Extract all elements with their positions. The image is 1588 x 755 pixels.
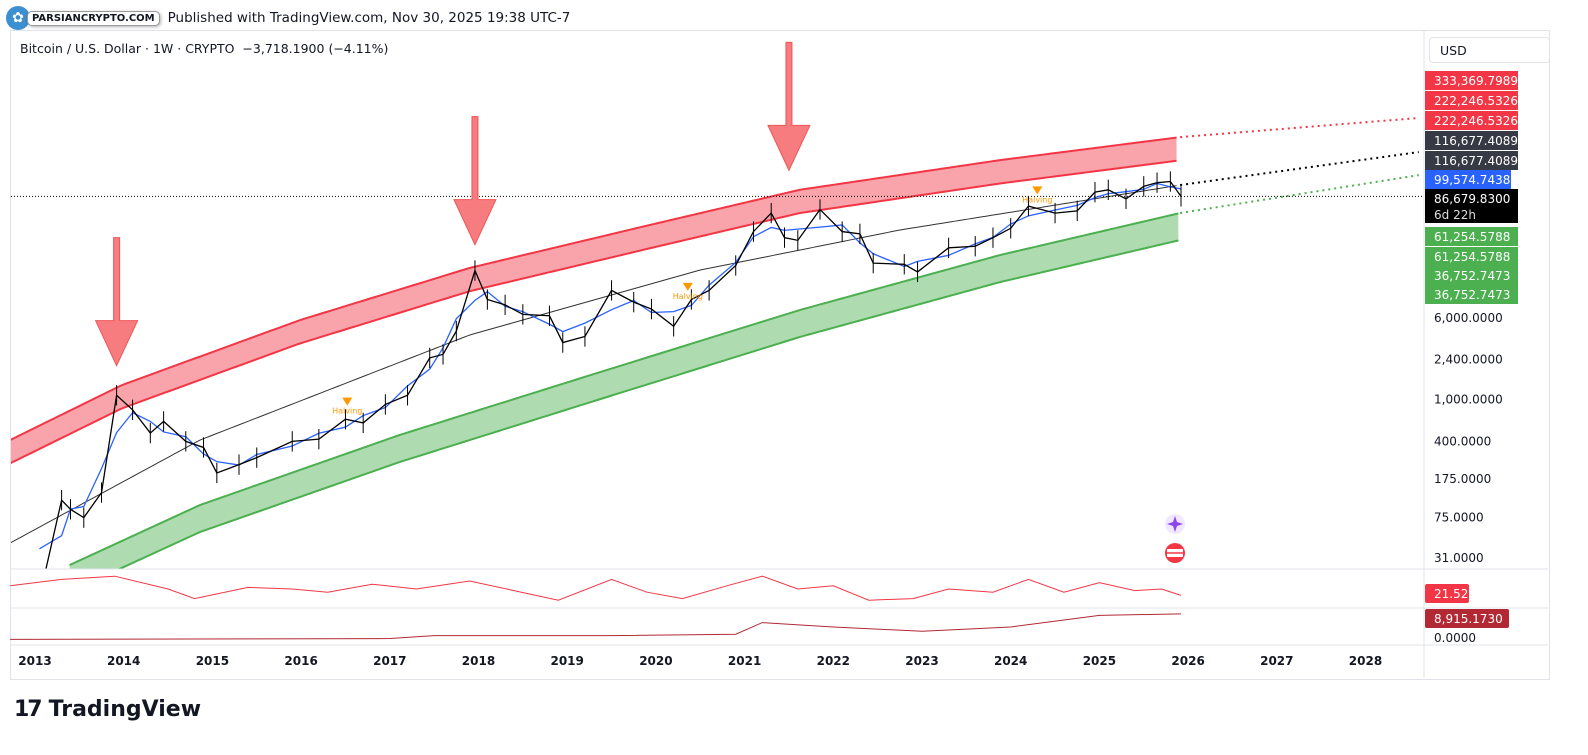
green-band-fill bbox=[69, 213, 1179, 569]
price-label: 333,369.7989 bbox=[1434, 74, 1518, 88]
halving-marker-icon bbox=[682, 282, 693, 291]
oscillator-line bbox=[10, 575, 1182, 601]
brand-name: TradingView bbox=[48, 697, 202, 722]
y-tick-label: 400.0000 bbox=[1434, 434, 1491, 448]
x-tick-label: 2027 bbox=[1260, 654, 1293, 668]
oscillator-label-box bbox=[1425, 584, 1469, 603]
peak-arrow-icon bbox=[453, 116, 497, 246]
price-label: 222,246.5326 bbox=[1434, 114, 1518, 128]
price-label: 116,677.4089 bbox=[1434, 154, 1518, 168]
x-tick-label: 2018 bbox=[462, 654, 495, 668]
regression-line bbox=[11, 185, 1177, 544]
price-label: 61,254.5788 bbox=[1434, 250, 1510, 264]
indicator-label-box bbox=[1425, 609, 1509, 628]
price-label-box bbox=[1425, 189, 1518, 223]
peak-arrow-icon bbox=[94, 237, 139, 367]
x-tick-label: 2014 bbox=[107, 654, 140, 668]
peak-arrow-icon bbox=[767, 41, 811, 172]
indicator-line bbox=[10, 613, 1182, 640]
currency-button[interactable]: USD bbox=[1429, 37, 1550, 63]
red-band-top-line bbox=[11, 136, 1177, 441]
price-label-box bbox=[1425, 227, 1518, 246]
watermark-logo-icon: ✿ bbox=[6, 6, 30, 30]
price-change: −3,718.1900 (−4.11%) bbox=[242, 41, 389, 56]
x-tick-label: 2019 bbox=[550, 654, 583, 668]
price-label-box bbox=[1425, 111, 1518, 130]
price-label: 36,752.7473 bbox=[1434, 288, 1510, 302]
green-band-top-line bbox=[69, 212, 1179, 566]
chart-frame bbox=[10, 30, 1550, 680]
x-tick-label: 2023 bbox=[905, 654, 938, 668]
halving-marker-icon bbox=[342, 397, 353, 406]
price-label-box bbox=[1425, 151, 1518, 170]
price-label: 36,752.7473 bbox=[1434, 269, 1510, 283]
top-row: ✿ PARSIANCRYPTO.COM Published with Tradi… bbox=[6, 6, 570, 30]
y-tick-label: 1,000.0000 bbox=[1434, 393, 1503, 407]
price-label-box bbox=[1425, 170, 1511, 189]
tradingview-footer: 𝟭𝟳 TradingView bbox=[14, 697, 201, 722]
indicator-value: 8,915.1730 bbox=[1434, 612, 1503, 626]
red-projection-line bbox=[1180, 116, 1419, 139]
halving-marker-icon bbox=[1032, 186, 1043, 195]
symbol-legend: Bitcoin / U.S. Dollar · 1W · CRYPTO −3,7… bbox=[20, 41, 388, 56]
x-tick-label: 2015 bbox=[196, 654, 229, 668]
tradingview-logo-icon: 𝟭𝟳 bbox=[14, 697, 43, 722]
price-label-box bbox=[1425, 71, 1518, 90]
x-tick-label: 2028 bbox=[1349, 654, 1382, 668]
y-tick-label: 6,000.0000 bbox=[1434, 311, 1503, 325]
watermark-text: PARSIANCRYPTO.COM bbox=[27, 10, 160, 26]
symbol-title: Bitcoin / U.S. Dollar · 1W · CRYPTO bbox=[20, 41, 235, 56]
x-tick-label: 2021 bbox=[728, 654, 761, 668]
price-label: 222,246.5326 bbox=[1434, 94, 1518, 108]
price-label: 61,254.5788 bbox=[1434, 230, 1510, 244]
published-header: Published with TradingView.com, Nov 30, … bbox=[167, 10, 571, 26]
countdown-label: 6d 22h bbox=[1434, 208, 1476, 222]
y-tick-label: 175.0000 bbox=[1434, 472, 1491, 486]
x-tick-label: 2016 bbox=[284, 654, 317, 668]
x-tick-label: 2024 bbox=[994, 654, 1027, 668]
price-label: 116,677.4089 bbox=[1434, 134, 1518, 148]
x-tick-label: 2017 bbox=[373, 654, 406, 668]
x-tick-label: 2020 bbox=[639, 654, 672, 668]
green-band-bottom-line bbox=[117, 239, 1179, 569]
watermark: ✿ PARSIANCRYPTO.COM bbox=[6, 6, 160, 30]
sparkle-icon-glyph bbox=[1167, 516, 1183, 532]
price-label: 99,574.7438 bbox=[1434, 173, 1510, 187]
x-tick-label: 2026 bbox=[1171, 654, 1204, 668]
halving-label: Halving bbox=[1022, 195, 1052, 204]
price-label-box bbox=[1425, 91, 1518, 110]
x-tick-label: 2025 bbox=[1083, 654, 1116, 668]
price-label-box bbox=[1425, 131, 1518, 150]
red-band-bottom-line bbox=[11, 159, 1177, 465]
x-tick-label: 2013 bbox=[18, 654, 51, 668]
halving-label: Halving bbox=[332, 407, 362, 416]
chart-svg[interactable]: Halving Halving Halving 6,000.0000 2,400.000… bbox=[0, 0, 1588, 680]
indicator-zero-tick: 0.0000 bbox=[1434, 631, 1476, 645]
price-label-box bbox=[1425, 266, 1518, 285]
y-tick-label: 31.0000 bbox=[1434, 551, 1484, 565]
price-label-box bbox=[1425, 285, 1518, 304]
y-tick-label: 2,400.0000 bbox=[1434, 353, 1503, 367]
x-tick-label: 2022 bbox=[817, 654, 850, 668]
price-label-box bbox=[1425, 247, 1518, 266]
oscillator-value: 21.52 bbox=[1434, 587, 1468, 601]
price-label: 86,679.8300 bbox=[1434, 192, 1510, 206]
green-projection-line bbox=[1179, 174, 1419, 215]
y-tick-label: 75.0000 bbox=[1434, 511, 1484, 525]
mid-projection-line bbox=[1179, 151, 1419, 187]
red-band-fill bbox=[11, 137, 1177, 463]
halving-label: Halving bbox=[673, 292, 703, 301]
main-pane: Halving Halving Halving bbox=[11, 41, 1424, 569]
